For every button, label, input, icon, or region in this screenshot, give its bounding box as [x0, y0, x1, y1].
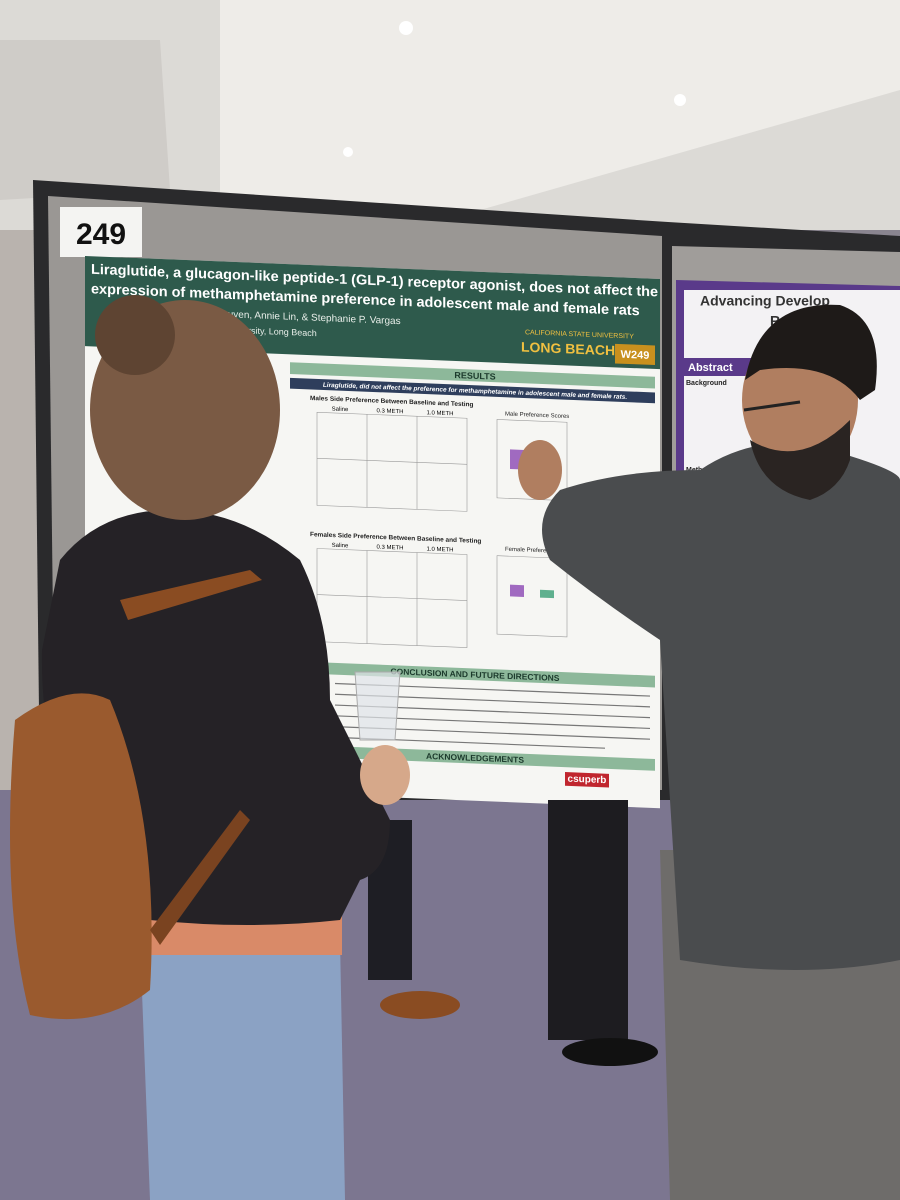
bag-strap: [120, 570, 262, 620]
results-heading: RESULTS: [454, 370, 495, 382]
group-label: 0.3 METH: [377, 545, 404, 552]
neighbor-background: Background: [686, 380, 727, 387]
summary-band: [290, 377, 655, 404]
wine-glass: [354, 671, 401, 741]
group-label: Saline: [332, 543, 349, 550]
shoe: [380, 991, 460, 1019]
female-plot-grid: [316, 548, 568, 648]
sponsor: csuperb: [568, 774, 607, 786]
man-hair: [745, 304, 877, 400]
woman-hand: [360, 745, 410, 805]
group-label: 1.0 METH: [427, 410, 454, 417]
ack-heading: ACKNOWLEDGEMENTS: [426, 751, 524, 765]
man-jacket: [542, 443, 900, 970]
number-card: [60, 207, 142, 257]
sponsor-badge: [565, 772, 609, 788]
man-beard: [750, 420, 850, 500]
female-scores-title: Female Preference: [505, 547, 557, 555]
ceiling-panel: [220, 0, 900, 210]
shoe: [562, 1038, 658, 1066]
woman-jeans: [140, 940, 345, 1200]
plot-divider: [317, 458, 467, 465]
ceiling-recess: [0, 40, 170, 200]
conclusion-band: [290, 661, 655, 688]
male-scores-title: Male Preference Scores: [505, 412, 569, 421]
poster-number: 249: [76, 218, 126, 251]
campus: LONG BEACH: [521, 339, 615, 359]
male-plot-grid: [316, 411, 568, 512]
results-band: [290, 362, 655, 389]
bag-strap: [150, 810, 250, 945]
woman-hair-bun: [95, 295, 175, 375]
neighbor-title: Advancing Develop: [700, 293, 830, 309]
plot-frame: [496, 419, 568, 501]
poster-code: W249: [621, 349, 650, 362]
man-hand: [518, 440, 562, 500]
man-glasses: [743, 400, 801, 412]
code-badge: [615, 343, 655, 366]
group-label: Saline: [332, 407, 349, 414]
plot-frame: [496, 555, 568, 638]
plot-divider: [317, 594, 467, 601]
group-label: 1.0 METH: [427, 547, 454, 554]
ceiling-light: [674, 94, 686, 106]
plot-frame: [316, 411, 468, 512]
plot-bar: [540, 589, 554, 599]
woman-bag: [10, 693, 152, 1020]
ceiling-light: [399, 21, 413, 35]
neighbor-abstract: Abstract: [688, 362, 733, 374]
plot-bar: [510, 584, 524, 597]
university: CALIFORNIA STATE UNIVERSITY: [525, 329, 634, 340]
ceiling-light: [343, 147, 353, 157]
group-label: 0.3 METH: [377, 408, 404, 415]
background-person: [548, 800, 628, 1040]
back-wall: [0, 230, 40, 790]
plot-frame: [316, 548, 468, 648]
